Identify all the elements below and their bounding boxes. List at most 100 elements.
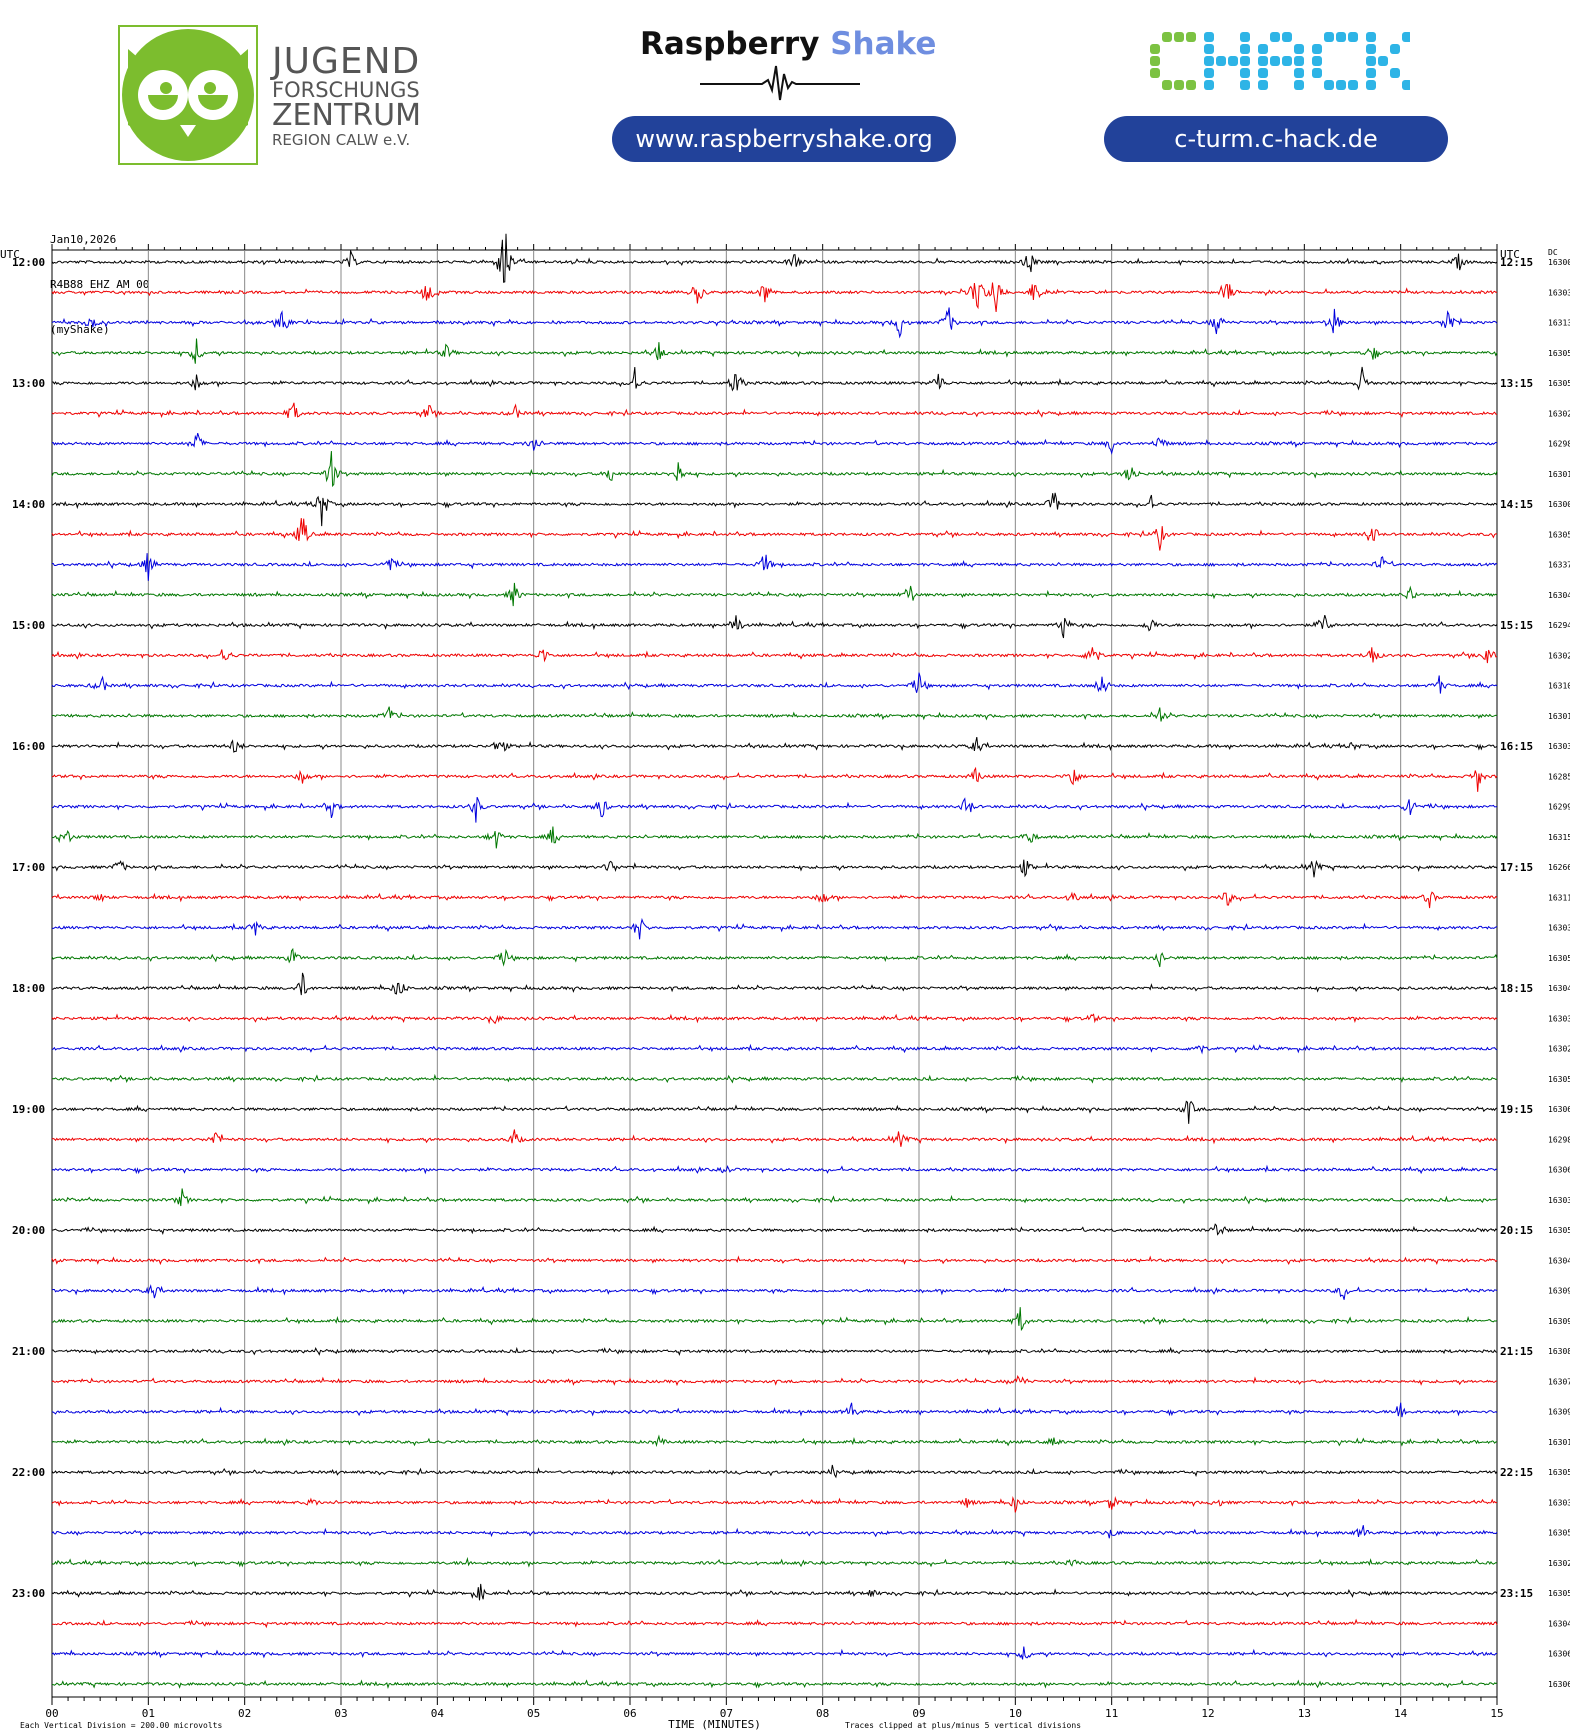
chack-dot [1324, 32, 1334, 42]
dc-offset-label: 16302 [1548, 1045, 1570, 1054]
seismic-trace [51, 1679, 1498, 1689]
dc-offset-label: 16305 [1548, 1075, 1570, 1084]
chack-dot [1294, 56, 1304, 66]
dc-offset-label: 16313 [1548, 319, 1570, 328]
chack-dot [1366, 32, 1376, 42]
seismic-trace [51, 614, 1498, 639]
x-tick-label: 08 [816, 1707, 829, 1720]
chack-logo [1150, 30, 1412, 100]
seismic-trace [51, 1434, 1498, 1448]
chack-dot [1204, 32, 1214, 42]
meta-source: (myShake) [50, 323, 110, 336]
dc-offset-label: 16306 [1548, 1105, 1570, 1114]
x-tick-label: 06 [623, 1707, 636, 1720]
jfz-line4: REGION CALW e.V. [272, 131, 411, 149]
seismic-trace [51, 1346, 1498, 1356]
chack-dot [1366, 68, 1376, 78]
chack-dot [1282, 32, 1292, 42]
chack-dot [1174, 32, 1184, 42]
chack-dot [1312, 68, 1322, 78]
seismic-trace [51, 766, 1498, 792]
seismic-trace [51, 1284, 1498, 1300]
seismic-trace [51, 492, 1498, 527]
dc-offset-label: 16266 [1548, 863, 1570, 872]
right-utc-label: UTC [1500, 248, 1520, 261]
chack-logo-graphic [1150, 32, 1412, 90]
left-hour-label: 13:00 [12, 377, 45, 390]
dc-offset-label: 16303 [1548, 1196, 1570, 1205]
scale-note: Each Vertical Division = 200.00 microvol… [20, 1721, 222, 1730]
chack-dot [1336, 80, 1346, 90]
chack-dot [1324, 80, 1334, 90]
seismic-trace [51, 1646, 1498, 1660]
dc-offset-label: 16300 [1548, 258, 1570, 267]
dc-offset-label: 16301 [1548, 470, 1570, 479]
dc-offset-label: 16309 [1548, 1408, 1570, 1417]
right-hour-label: 13:15 [1500, 377, 1533, 390]
seismic-trace [51, 917, 1498, 940]
chack-dot [1402, 32, 1412, 42]
chack-dot [1282, 56, 1292, 66]
x-tick-label: 15 [1490, 1707, 1503, 1720]
jfz-line1: JUGEND [272, 41, 421, 82]
dc-label: DC [1548, 248, 1558, 257]
chack-dot [1150, 68, 1160, 78]
chack-dot [1378, 56, 1388, 66]
left-hour-label: 12:00 [12, 256, 45, 269]
chack-dot [1270, 56, 1280, 66]
chack-dot [1186, 80, 1196, 90]
dc-offset-label: 16315 [1548, 833, 1570, 842]
x-tick-label: 01 [142, 1707, 155, 1720]
seismic-trace [51, 1495, 1498, 1513]
dc-offset-label: 16285 [1548, 772, 1570, 781]
dc-offset-label: 16304 [1548, 591, 1570, 600]
right-hour-label: 15:15 [1500, 619, 1533, 632]
chack-dot [1366, 80, 1376, 90]
seismic-trace [51, 1464, 1498, 1479]
dc-offset-label: 16304 [1548, 984, 1570, 993]
chack-dot [1240, 68, 1250, 78]
seismic-trace [51, 1100, 1498, 1124]
chack-dot [1258, 44, 1268, 54]
jfz-line3: ZENTRUM [272, 98, 421, 133]
dc-offset-label: 16305 [1548, 1226, 1570, 1235]
chack-url-link[interactable]: c-turm.c-hack.de [1104, 116, 1448, 162]
chack-dot [1270, 32, 1280, 42]
seismic-trace [51, 1255, 1498, 1266]
chack-dot [1186, 32, 1196, 42]
seismic-trace [51, 1583, 1498, 1601]
plot-frame [51, 249, 1498, 1698]
x-tick-label: 13 [1298, 1707, 1311, 1720]
seismic-trace [51, 647, 1498, 664]
raspberryshake-url-link[interactable]: www.raspberryshake.org [612, 116, 956, 162]
chack-dot [1294, 44, 1304, 54]
chack-dot [1312, 56, 1322, 66]
dc-offset-label: 16311 [1548, 893, 1570, 902]
x-tick-label: 03 [334, 1707, 347, 1720]
meta-station: R4B88 EHZ AM 00 [50, 278, 150, 291]
right-hour-label: 16:15 [1500, 740, 1533, 753]
x-tick-label: 04 [431, 1707, 445, 1720]
chack-dot [1258, 56, 1268, 66]
chack-dot [1240, 32, 1250, 42]
left-hour-label: 16:00 [12, 740, 45, 753]
dc-offset-label: 16305 [1548, 1529, 1570, 1538]
left-utc-label: UTC [0, 248, 20, 261]
chack-dot [1390, 44, 1400, 54]
dc-offset-label: 16303 [1548, 1014, 1570, 1023]
seismic-wave-icon [700, 62, 860, 108]
jfz-line2: FORSCHUNGS [272, 78, 420, 102]
dc-offset-label: 16294 [1548, 621, 1570, 630]
chack-dot [1366, 56, 1376, 66]
chack-dot [1294, 68, 1304, 78]
x-tick-label: 12 [1201, 1707, 1214, 1720]
right-hour-label: 12:15 [1500, 256, 1533, 269]
dc-offset-label: 16306 [1548, 1166, 1570, 1175]
seismic-trace [51, 972, 1498, 996]
seismic-trace [51, 1043, 1498, 1055]
jfz-title: JUGEND FORSCHUNGS ZENTRUM REGION CALW e.… [272, 44, 421, 148]
jfz-logo [118, 25, 258, 165]
chack-dot [1240, 56, 1250, 66]
meta-date: Jan10,2026 [50, 233, 117, 246]
